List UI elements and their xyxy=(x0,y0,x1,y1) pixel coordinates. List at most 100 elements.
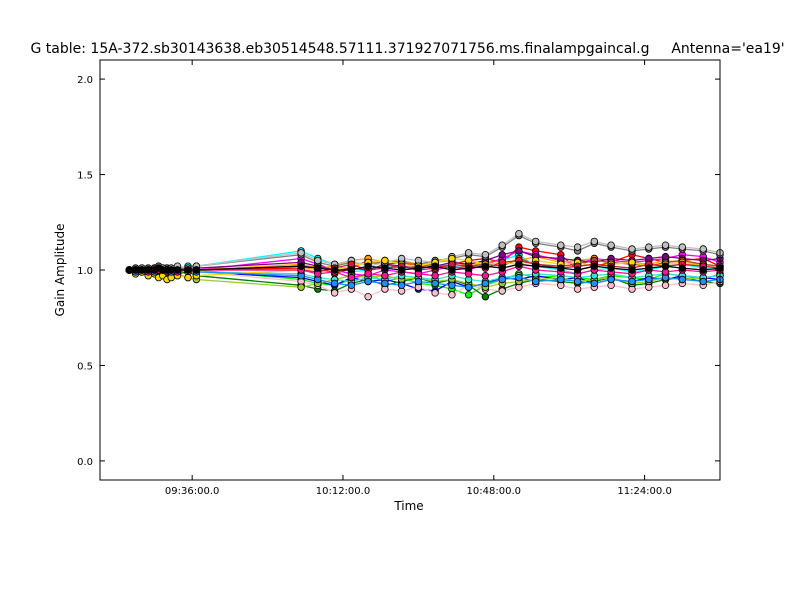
series-16-point xyxy=(532,277,540,286)
series-16-point xyxy=(414,277,423,286)
series-18-point xyxy=(138,266,146,274)
series-18-point xyxy=(192,266,201,274)
series-16-point xyxy=(347,281,356,289)
series-18-point xyxy=(628,266,636,274)
series-18-point xyxy=(699,266,707,274)
series-11-point xyxy=(515,229,523,238)
series-18-point xyxy=(184,266,192,274)
series-18-point xyxy=(661,262,670,270)
x-axis-label: Time xyxy=(393,499,423,513)
plot-frame xyxy=(99,59,721,481)
series-9-point xyxy=(661,281,670,289)
series-16-point xyxy=(573,277,582,286)
series-11-point xyxy=(297,249,305,257)
series-9-point xyxy=(573,285,582,293)
series-11-point xyxy=(628,245,636,253)
series-11-point xyxy=(699,245,707,253)
series-18-point xyxy=(144,266,152,274)
axis-layer: 09:36:00.0 10:12:00.0 10:48:00.0 11:24:00.0… xyxy=(77,60,720,497)
series-18-point xyxy=(448,266,456,274)
series-18-point xyxy=(498,264,506,272)
series-17-point xyxy=(431,272,439,280)
series-18-point xyxy=(532,262,540,270)
series-18-point xyxy=(297,262,305,270)
series-18-point xyxy=(557,264,565,272)
series-17-point xyxy=(481,272,490,280)
y-tick-label: 1.0 xyxy=(77,266,93,277)
y-tick-label: 0.0 xyxy=(77,457,93,468)
series-18-point xyxy=(515,260,523,268)
series-16-point xyxy=(590,279,598,288)
series-18-point xyxy=(645,264,653,272)
series-17-point xyxy=(347,273,356,282)
series-16-point xyxy=(699,277,707,286)
series-17-point xyxy=(381,272,389,280)
series-11-point xyxy=(532,237,540,246)
series-9-point xyxy=(448,291,456,299)
series-16-point xyxy=(431,279,439,288)
series-18-point xyxy=(397,266,406,274)
series-9-point xyxy=(431,289,439,297)
x-tick-label: 09:36:00.0 xyxy=(165,486,219,497)
y-tick-label: 0.5 xyxy=(77,361,93,372)
series-16-point xyxy=(381,279,389,288)
series-11-point xyxy=(590,237,598,246)
series-18-point xyxy=(431,262,439,270)
series-17-point xyxy=(364,270,372,278)
series-11-point xyxy=(573,243,582,251)
series-11-point xyxy=(678,243,686,251)
series-18-point xyxy=(607,264,615,272)
series-11-point xyxy=(464,249,473,257)
series-16-point xyxy=(364,277,372,286)
series-14-point xyxy=(184,273,192,282)
series-9-point xyxy=(498,287,506,295)
series-18-point xyxy=(364,262,372,270)
series-6-point xyxy=(481,293,490,301)
series-14-point xyxy=(381,256,389,265)
series-18-point xyxy=(381,264,389,272)
series-16-point xyxy=(645,275,653,284)
y-tick-label: 2.0 xyxy=(77,75,93,86)
y-axis-label: Gain Amplitude xyxy=(53,224,67,317)
x-tick-label: 10:12:00.0 xyxy=(316,486,370,497)
series-18-point xyxy=(464,264,473,272)
series-16-point xyxy=(330,279,339,288)
series-18-point xyxy=(481,262,490,270)
series-18-point xyxy=(131,266,140,274)
series-12-point xyxy=(297,283,305,291)
series-16-point xyxy=(557,275,565,284)
series-11-point xyxy=(661,241,670,249)
marker-layer xyxy=(125,229,724,301)
series-1-point xyxy=(464,291,473,299)
series-18-point xyxy=(314,264,322,272)
chart-title: G table: 15A-372.sb30143638.eb30514548.5… xyxy=(30,41,649,57)
series-16-point xyxy=(678,275,686,284)
series-18-point xyxy=(167,266,175,274)
series-16-point xyxy=(498,275,506,284)
series-18-point xyxy=(330,266,339,274)
series-16-point xyxy=(607,275,615,284)
series-16-point xyxy=(628,277,636,286)
series-18-point xyxy=(125,266,133,274)
series-18-point xyxy=(173,266,182,274)
series-16-point xyxy=(397,281,406,289)
series-11-point xyxy=(314,256,322,265)
series-11-point xyxy=(498,241,506,249)
series-7-point xyxy=(498,250,506,259)
series-11-point xyxy=(645,243,653,251)
series-18-point xyxy=(678,264,686,272)
series-11-point xyxy=(607,241,615,249)
series-16-point xyxy=(481,279,490,288)
series-18-point xyxy=(347,266,356,274)
series-18-point xyxy=(590,262,598,270)
series-16-point xyxy=(448,281,456,289)
series-7-point xyxy=(515,247,523,255)
series-16-point xyxy=(515,273,523,282)
x-tick-label: 10:48:00.0 xyxy=(467,486,521,497)
x-tick-label: 11:24:00.0 xyxy=(617,486,671,497)
series-9-point xyxy=(330,289,339,297)
series-18-point xyxy=(414,264,423,272)
